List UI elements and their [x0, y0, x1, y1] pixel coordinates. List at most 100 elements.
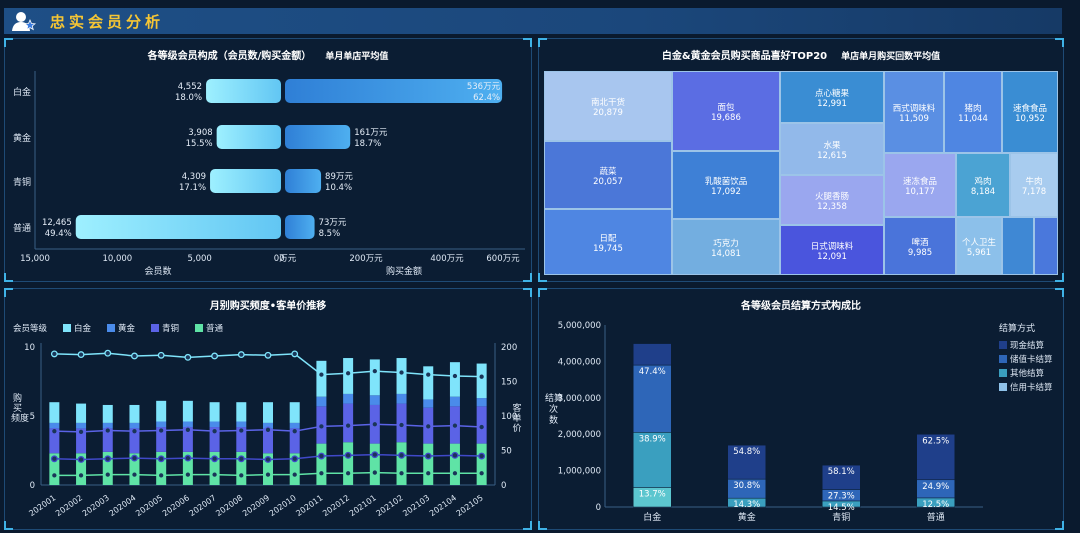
monthly-bar-segment — [423, 399, 434, 408]
payment-pct-label: 38.9% — [639, 434, 666, 444]
treemap-cell-name: 蔬菜 — [599, 167, 617, 177]
unit-price-point — [131, 471, 138, 479]
treemap-cell — [1034, 217, 1058, 275]
treemap-cell-value: 7,178 — [1021, 187, 1047, 197]
treemap-cell: 水果 12,615 — [780, 123, 884, 175]
treemap-cell: 日配 19,745 — [544, 209, 672, 275]
unit-price-point — [291, 455, 299, 463]
axis-label-char: 价 — [512, 423, 521, 434]
treemap-cell-value: 20,057 — [593, 177, 623, 187]
unit-price-point — [237, 351, 245, 359]
treemap-cell-name: 鸡肉 — [974, 177, 992, 187]
monthly-trend-chart: 会员等级 白金 黄金 青铜 普通0510050100150200购买频度客单价20200… — [11, 323, 522, 518]
unit-price-point — [317, 422, 325, 430]
treemap-cell-value: 11,509 — [899, 114, 929, 124]
monthly-bar-segment — [289, 453, 300, 485]
payment-pct-label: 14.3% — [733, 500, 760, 510]
payment-bar-segment — [633, 432, 672, 488]
monthly-bar-segment — [369, 443, 380, 485]
treemap-cell-value: 12,091 — [817, 252, 847, 262]
unit-price-point — [50, 427, 58, 435]
treemap-cell: 牛肉 7,178 — [1010, 153, 1058, 217]
monthly-bar-segment — [236, 402, 247, 422]
dashboard-header: 忠实会员分析 — [4, 8, 1062, 34]
unit-price-point — [371, 420, 379, 428]
treemap-cell-value: 10,952 — [1015, 114, 1045, 124]
monthly-bar-segment — [156, 421, 167, 428]
unit-price-point — [451, 451, 459, 459]
monthly-bar-segment — [476, 443, 487, 485]
left-axis-tick: 5,000 — [187, 254, 211, 264]
legend-swatch — [999, 383, 1007, 391]
payment-pct-label: 30.8% — [733, 481, 760, 491]
treemap-cell-value: 11,044 — [958, 114, 988, 124]
purchase-amount-value: 536万元 — [467, 82, 501, 92]
unit-price-point — [451, 469, 459, 477]
x-axis-tick: 202010 — [268, 493, 298, 518]
unit-price-point — [264, 351, 272, 359]
legend-label: 黄金 — [118, 323, 136, 334]
legend-title: 结算方式 — [999, 322, 1035, 334]
treemap-cell: 日式调味料 12,091 — [780, 225, 884, 275]
monthly-bar-segment — [236, 421, 247, 428]
page-title: 忠实会员分析 — [50, 13, 165, 31]
unit-price-point — [104, 471, 112, 479]
treemap-cell: 速食食品 10,952 — [1002, 71, 1058, 153]
payment-pct-label: 13.7% — [639, 490, 666, 500]
monthly-bar-segment — [263, 428, 273, 454]
axis-label-char: 数 — [549, 414, 558, 426]
unit-price-point — [77, 456, 85, 463]
purchase-amount-bar — [285, 79, 503, 103]
x-axis-tick: 202006 — [161, 493, 191, 518]
monthly-bar-segment — [102, 451, 113, 485]
payment-pct-label: 14.5% — [828, 503, 855, 513]
axis-label-char: 结算 — [545, 392, 563, 404]
payment-pct-label: 47.4% — [639, 367, 666, 377]
monthly-bar-segment — [76, 453, 87, 485]
left-axis-tick: 0 — [279, 254, 284, 264]
treemap-cell: 面包 19,686 — [672, 71, 780, 151]
member-count-bar — [75, 215, 281, 239]
unit-price-point — [398, 451, 405, 459]
purchase-amount-pct: 8.5% — [319, 229, 341, 239]
treemap-cell-name: 水果 — [823, 141, 841, 151]
unit-price-point — [291, 427, 299, 435]
monthly-bar-segment — [76, 428, 87, 454]
unit-price-point — [211, 471, 219, 479]
monthly-bar-segment — [289, 422, 300, 429]
monthly-bar-segment — [263, 453, 273, 485]
monthly-bar-segment — [129, 404, 140, 423]
unit-price-point — [104, 455, 112, 463]
top20-panel: 白金&黄金会员购买商品喜好TOP20 单店单月购买回数平均值 南北干货 20,879… — [538, 38, 1064, 282]
monthly-bar-segment — [449, 443, 460, 485]
y-axis-tick: 5,000,000 — [558, 321, 601, 331]
legend-label: 青铜 — [162, 323, 179, 334]
payment-pct-label: 62.5% — [922, 436, 949, 446]
unit-price-point — [104, 349, 112, 357]
panel-title: 各等级会员构成（会员数/购买金额） 单月单店平均值 — [5, 47, 531, 62]
left-axis-tick: 15,000 — [20, 254, 50, 264]
unit-price-point — [424, 452, 432, 460]
axis-label-char: 次 — [549, 403, 558, 415]
unit-price-point — [424, 422, 432, 430]
treemap-cell: 火腿香肠 12,358 — [780, 175, 884, 225]
monthly-bar-segment — [476, 363, 487, 399]
member-count-bar — [216, 125, 281, 149]
category-label: 青铜 — [13, 176, 31, 188]
monthly-bar-segment — [396, 393, 407, 404]
monthly-bar-segment — [156, 427, 167, 452]
x-axis-tick: 202011 — [294, 493, 324, 518]
treemap-cell: 乳酸菌饮品 17,092 — [672, 151, 780, 219]
unit-price-point — [451, 422, 459, 430]
payment-pct-label: 54.8% — [733, 447, 760, 457]
member-count-pct: 17.1% — [179, 183, 206, 193]
treemap-cell-value: 17,092 — [711, 187, 741, 197]
treemap-cell-name: 点心糖果 — [814, 89, 849, 99]
unit-price-point — [77, 351, 85, 359]
category-label: 黄金 — [13, 132, 31, 144]
unit-price-point — [184, 454, 192, 462]
legend-swatch — [999, 341, 1007, 349]
monthly-bar-segment — [449, 396, 460, 407]
treemap-cell-name: 南北干货 — [590, 98, 625, 108]
treemap-cell: 点心糖果 12,991 — [780, 71, 884, 123]
